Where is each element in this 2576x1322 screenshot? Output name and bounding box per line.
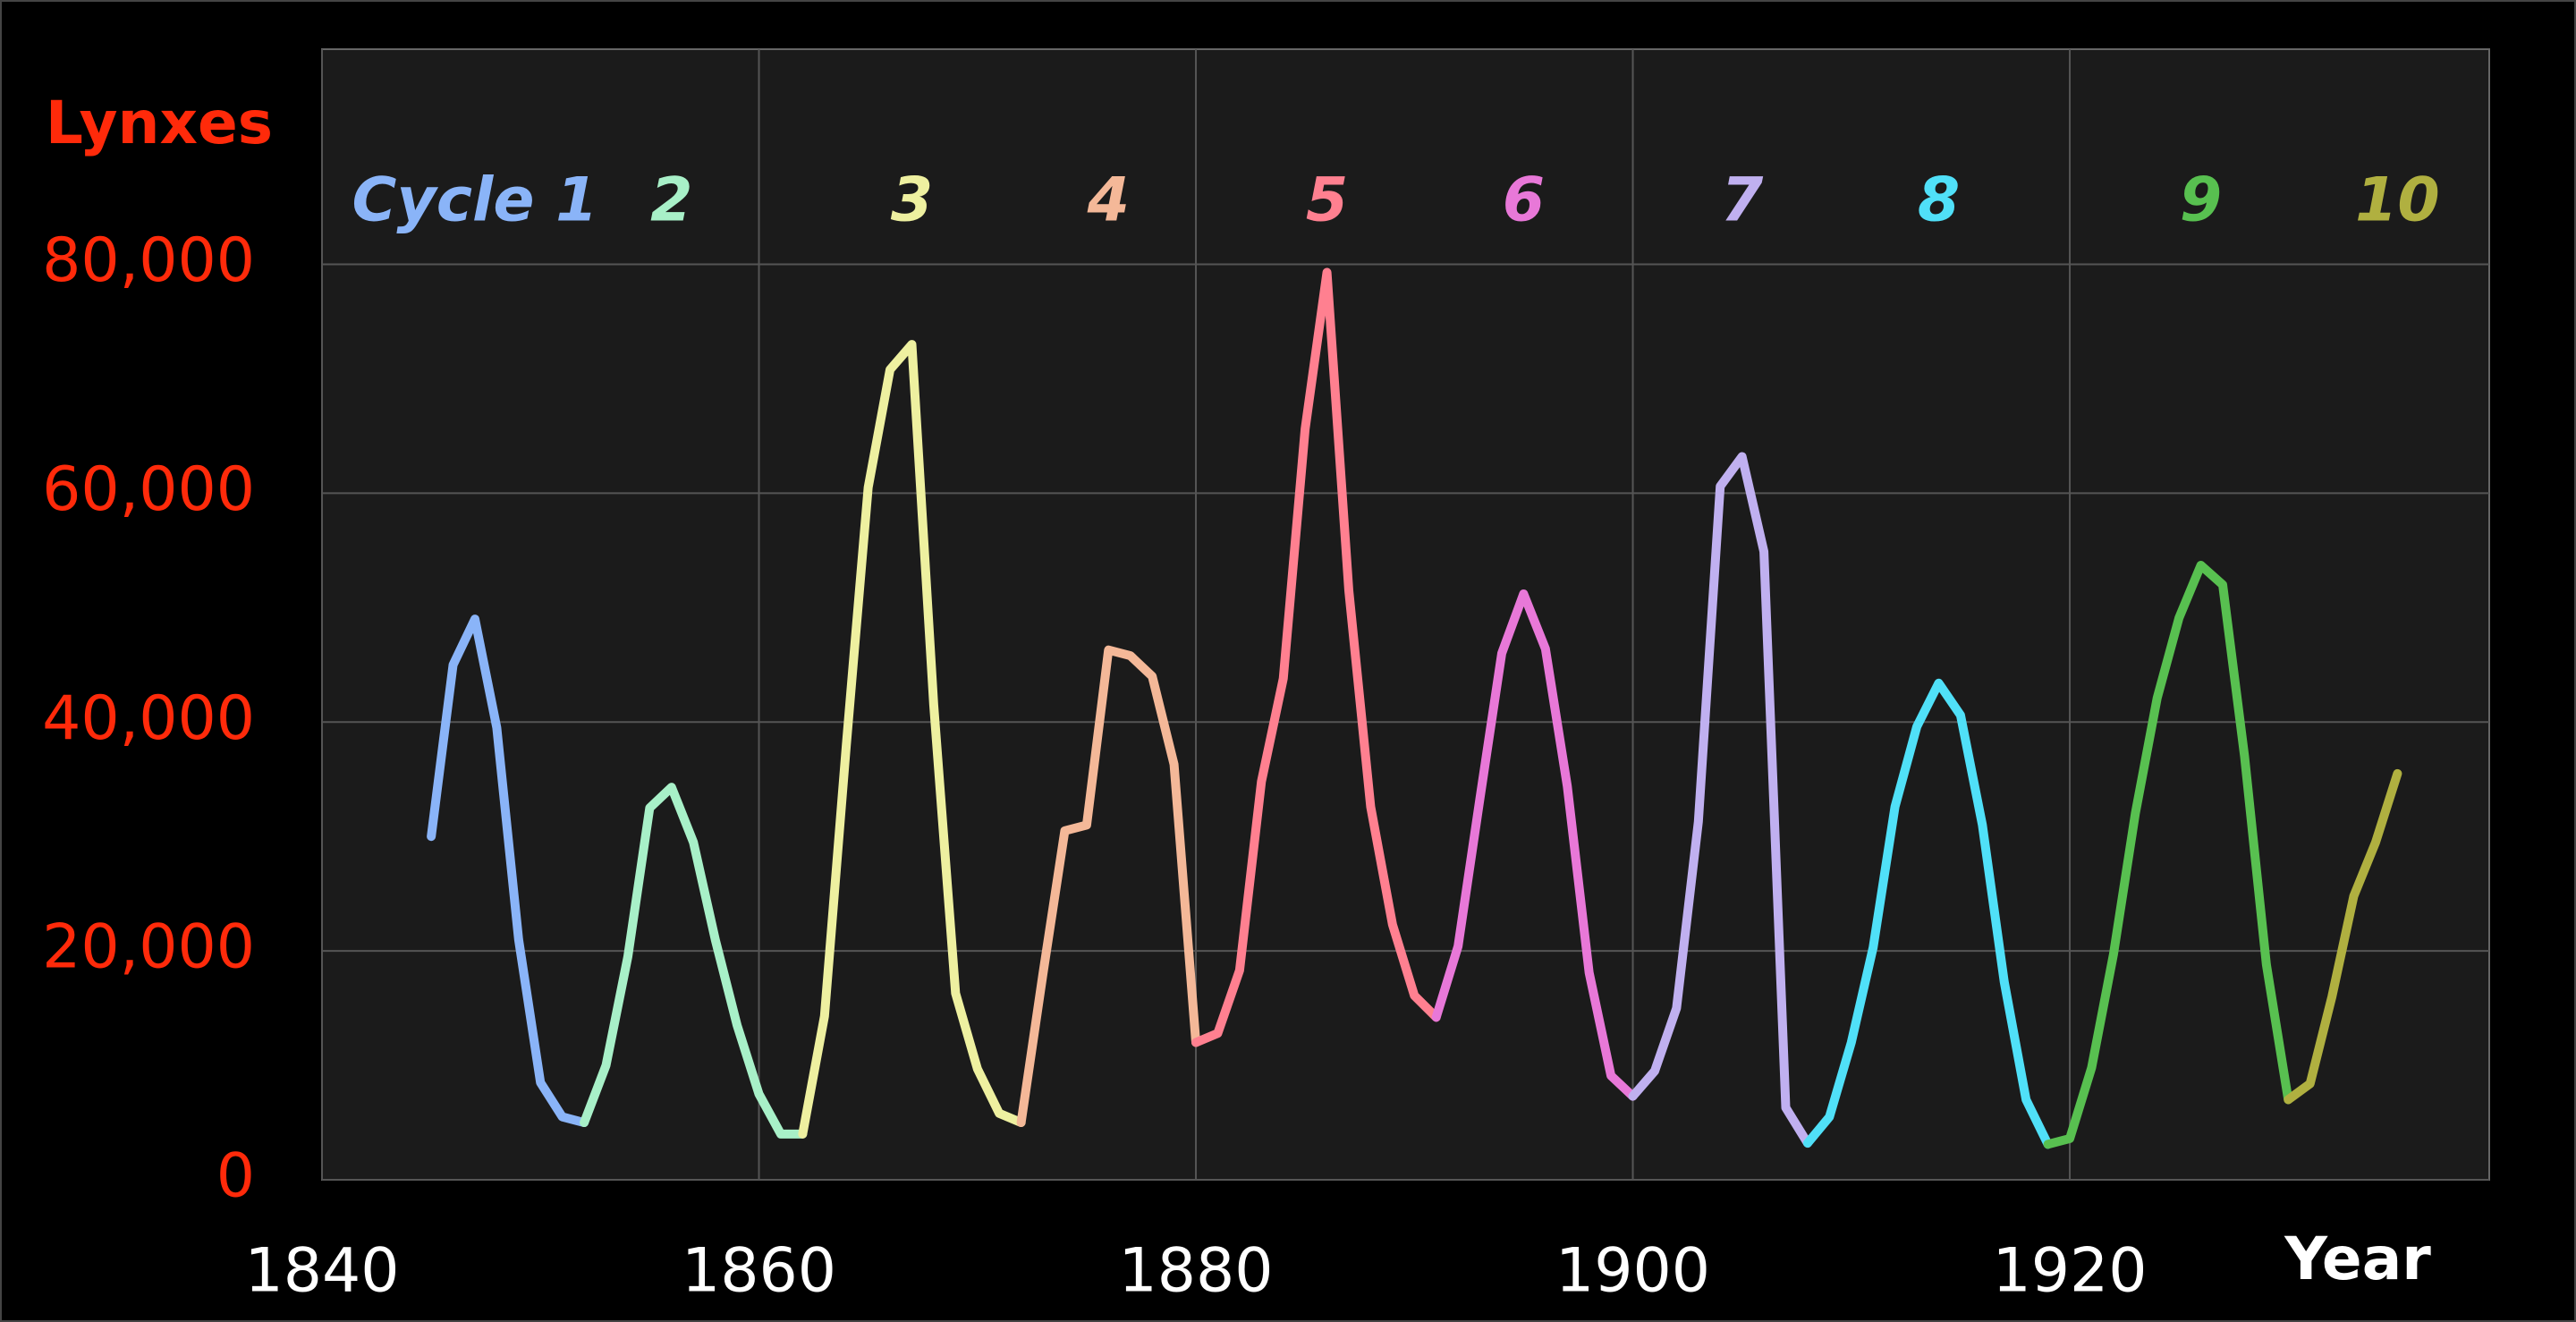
series-line xyxy=(427,614,589,1128)
x-tick-label: 1880 xyxy=(1118,1236,1273,1307)
series-label: 6 xyxy=(1503,165,1545,236)
y-tick-label: 0 xyxy=(216,1141,255,1212)
series-line xyxy=(580,783,808,1139)
series-line xyxy=(798,340,1026,1139)
x-tick-label: 1840 xyxy=(244,1236,399,1307)
series-line xyxy=(1191,267,1441,1047)
series-label: 9 xyxy=(2180,165,2222,236)
series-line xyxy=(2043,560,2293,1149)
series-label: 3 xyxy=(891,165,933,236)
series-label: 7 xyxy=(1721,165,1764,236)
series-line xyxy=(1431,589,1638,1101)
y-tick-label: 60,000 xyxy=(42,454,255,525)
y-tick-label: 40,000 xyxy=(42,683,255,754)
series-label: 5 xyxy=(1306,165,1348,236)
series-label: 2 xyxy=(650,165,692,236)
x-tick-label: 1900 xyxy=(1555,1236,1710,1307)
series-label: 10 xyxy=(2355,165,2440,236)
series-label: 8 xyxy=(1918,165,1960,236)
x-tick-label: 1920 xyxy=(1993,1236,2148,1307)
series-line xyxy=(1802,678,2053,1149)
series-line xyxy=(1016,645,1201,1128)
y-tick-label: 80,000 xyxy=(42,225,255,296)
plot-area xyxy=(321,48,2490,1181)
y-tick-label: 20,000 xyxy=(42,912,255,983)
x-axis-label: Year xyxy=(2284,1225,2431,1293)
series-line xyxy=(2284,768,2402,1105)
y-axis-label: Lynxes xyxy=(46,89,273,157)
series-label: 4 xyxy=(1087,165,1130,236)
x-tick-label: 1860 xyxy=(682,1236,836,1307)
series-label: Cycle 1 xyxy=(352,165,597,236)
series-line xyxy=(1628,452,1812,1148)
